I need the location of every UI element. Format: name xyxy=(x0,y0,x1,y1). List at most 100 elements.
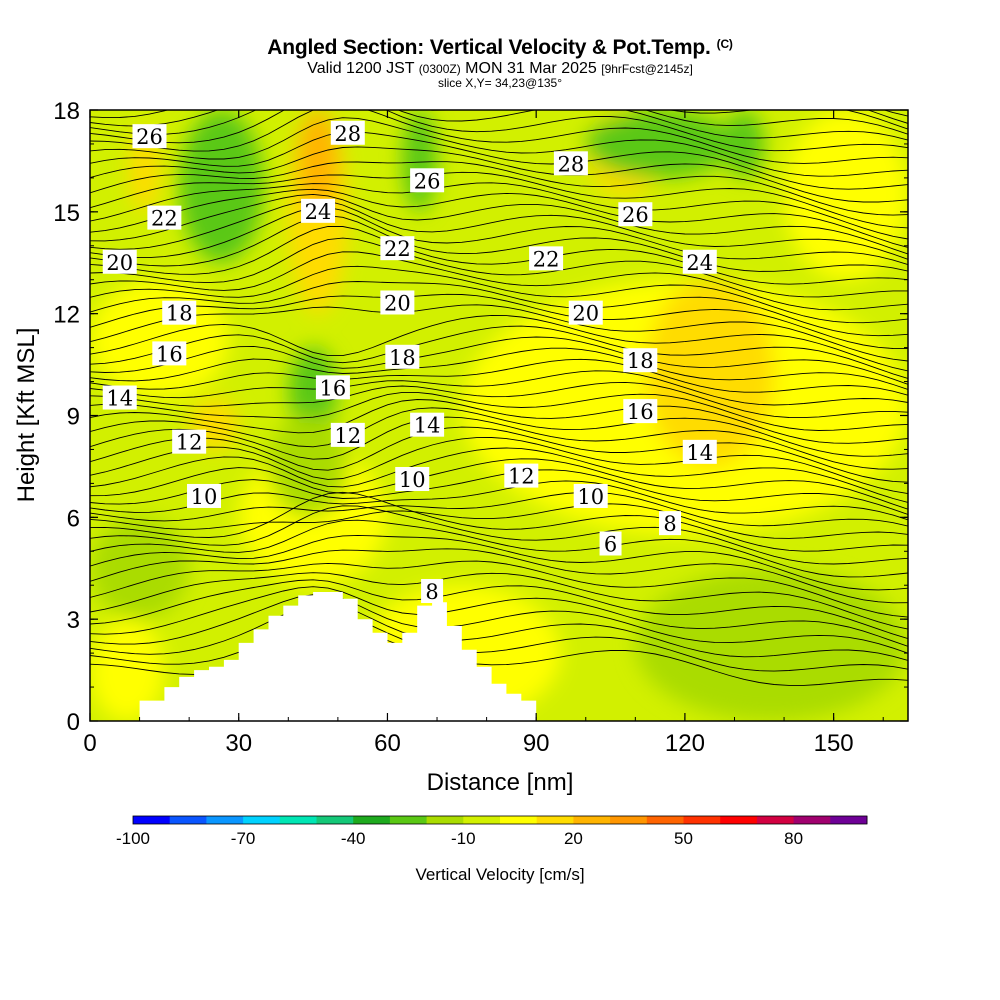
y-tick-label: 18 xyxy=(53,98,80,125)
valid-time-prefix: Valid 1200 JST xyxy=(307,60,415,77)
vertical-velocity-field xyxy=(90,110,908,721)
axes: 0 30 60 90 120 150 0 3 6 9 12 15 18 xyxy=(53,98,908,757)
colorbar-swatch xyxy=(720,816,758,824)
contour-label: 22 xyxy=(147,205,182,231)
colorbar-swatch xyxy=(133,816,171,824)
pot-temp-contour-line xyxy=(90,426,908,483)
contour-label: 28 xyxy=(330,120,365,146)
contour-label: 22 xyxy=(529,246,564,271)
contour-label-bg xyxy=(132,124,167,149)
pot-temp-contour-line xyxy=(90,503,908,539)
y-tick-label: 6 xyxy=(67,505,80,532)
contour-label-bg xyxy=(330,120,365,145)
pot-temp-contour-line xyxy=(90,469,908,515)
contour-label-bg xyxy=(330,422,365,447)
contour-label-bg xyxy=(618,202,653,227)
pot-temp-contour-line xyxy=(90,358,908,396)
pot-temp-contour-line xyxy=(90,146,908,203)
pot-temp-contour-line xyxy=(90,603,908,661)
pot-temp-contour-line xyxy=(90,188,908,248)
contour-label-text: 8 xyxy=(425,580,438,604)
contour-label-text: 10 xyxy=(399,468,426,492)
velocity-region xyxy=(90,279,229,399)
contour-label-bg xyxy=(553,151,588,176)
contour-label: 16 xyxy=(152,341,187,366)
pot-temp-contour-line xyxy=(90,182,908,240)
contour-label: 24 xyxy=(301,198,336,224)
contour-label: 20 xyxy=(380,290,415,315)
pot-temp-contour-line xyxy=(90,265,908,324)
pot-temp-contour-line xyxy=(90,131,908,190)
pot-temp-contour-line xyxy=(90,491,908,552)
chart-title: Angled Section: Vertical Velocity & Pot.… xyxy=(0,36,1000,60)
contour-label-text: 28 xyxy=(334,122,361,146)
pot-temp-contour-line xyxy=(90,251,908,311)
pot-temp-contour-line xyxy=(90,381,908,419)
colorbar-frame xyxy=(132,815,868,825)
colorbar-swatch xyxy=(206,816,244,824)
contour-label: 10 xyxy=(187,483,222,509)
contour-label: 18 xyxy=(385,344,420,370)
colorbar-swatch xyxy=(573,816,611,824)
pot-temp-contour-line xyxy=(90,110,908,164)
pot-temp-contour-line xyxy=(90,586,908,647)
pot-temp-contour-line xyxy=(90,548,908,604)
contour-label: 22 xyxy=(380,236,415,261)
contour-label-text: 24 xyxy=(686,251,713,275)
colorbar-swatch xyxy=(536,816,574,824)
contour-label-bg xyxy=(315,375,350,400)
y-tick-label: 3 xyxy=(67,607,80,634)
contour-label: 26 xyxy=(132,124,167,149)
colorbar-swatch xyxy=(243,816,281,824)
colorbar-swatch xyxy=(830,816,868,824)
contour-label-bg xyxy=(102,249,137,274)
colorbar-tick-label: 50 xyxy=(674,829,693,848)
colorbar-title: Vertical Velocity [cm/s] xyxy=(415,865,584,884)
colorbar-swatch xyxy=(646,816,684,824)
pot-temp-contour-line xyxy=(90,519,908,578)
contour-label: 10 xyxy=(573,483,608,509)
pot-temp-contour-line xyxy=(90,171,908,229)
contour-label-text: 18 xyxy=(389,346,416,370)
pot-temp-contour-line xyxy=(90,281,908,337)
contour-label-bg xyxy=(380,290,415,315)
slice-info: slice X,Y= 34,23@135° xyxy=(437,76,563,90)
velocity-region xyxy=(288,347,338,433)
contour-label: 14 xyxy=(682,439,717,465)
colorbar-swatch xyxy=(463,816,501,824)
x-axis-label: Distance [nm] xyxy=(427,769,574,796)
contour-label-text: 16 xyxy=(320,376,347,400)
y-tick-label: 12 xyxy=(53,302,80,329)
contour-label-bg xyxy=(568,300,603,325)
contour-label-bg xyxy=(682,249,717,274)
pot-temp-contour-line xyxy=(90,215,908,272)
forecast-info: [9hrFcst@2145z] xyxy=(601,62,693,76)
contour-label: 10 xyxy=(395,466,430,492)
contour-label-bg xyxy=(421,579,444,604)
contour-label-bg xyxy=(623,399,658,424)
contour-label-bg xyxy=(385,344,420,369)
velocity-region xyxy=(90,619,165,721)
pot-temp-contour-line xyxy=(90,579,908,640)
contour-label-bg xyxy=(599,531,622,556)
contour-label-text: 14 xyxy=(414,414,441,438)
pot-temp-contours xyxy=(90,110,908,686)
contour-label-text: 10 xyxy=(191,485,218,509)
valid-date: MON 31 Mar 2025 xyxy=(465,60,597,77)
contour-label: 8 xyxy=(421,579,444,604)
contour-label-text: 8 xyxy=(663,512,676,536)
contour-label: 8 xyxy=(659,511,682,536)
pot-temp-contour-line xyxy=(90,437,908,495)
contour-label: 12 xyxy=(172,429,207,455)
x-tick-label: 60 xyxy=(374,730,401,757)
contour-label: 28 xyxy=(553,151,588,176)
pot-temp-contour-line xyxy=(90,293,908,350)
x-tick-label: 90 xyxy=(523,730,550,757)
pot-temp-contour-line xyxy=(90,560,908,618)
colorbar-swatch xyxy=(500,816,538,824)
pot-temp-contour-line xyxy=(90,447,908,503)
contour-label-text: 22 xyxy=(151,207,178,231)
pot-temp-contour-line xyxy=(90,614,908,672)
contour-label-bg xyxy=(573,483,608,508)
colorbar-swatch xyxy=(353,816,391,824)
